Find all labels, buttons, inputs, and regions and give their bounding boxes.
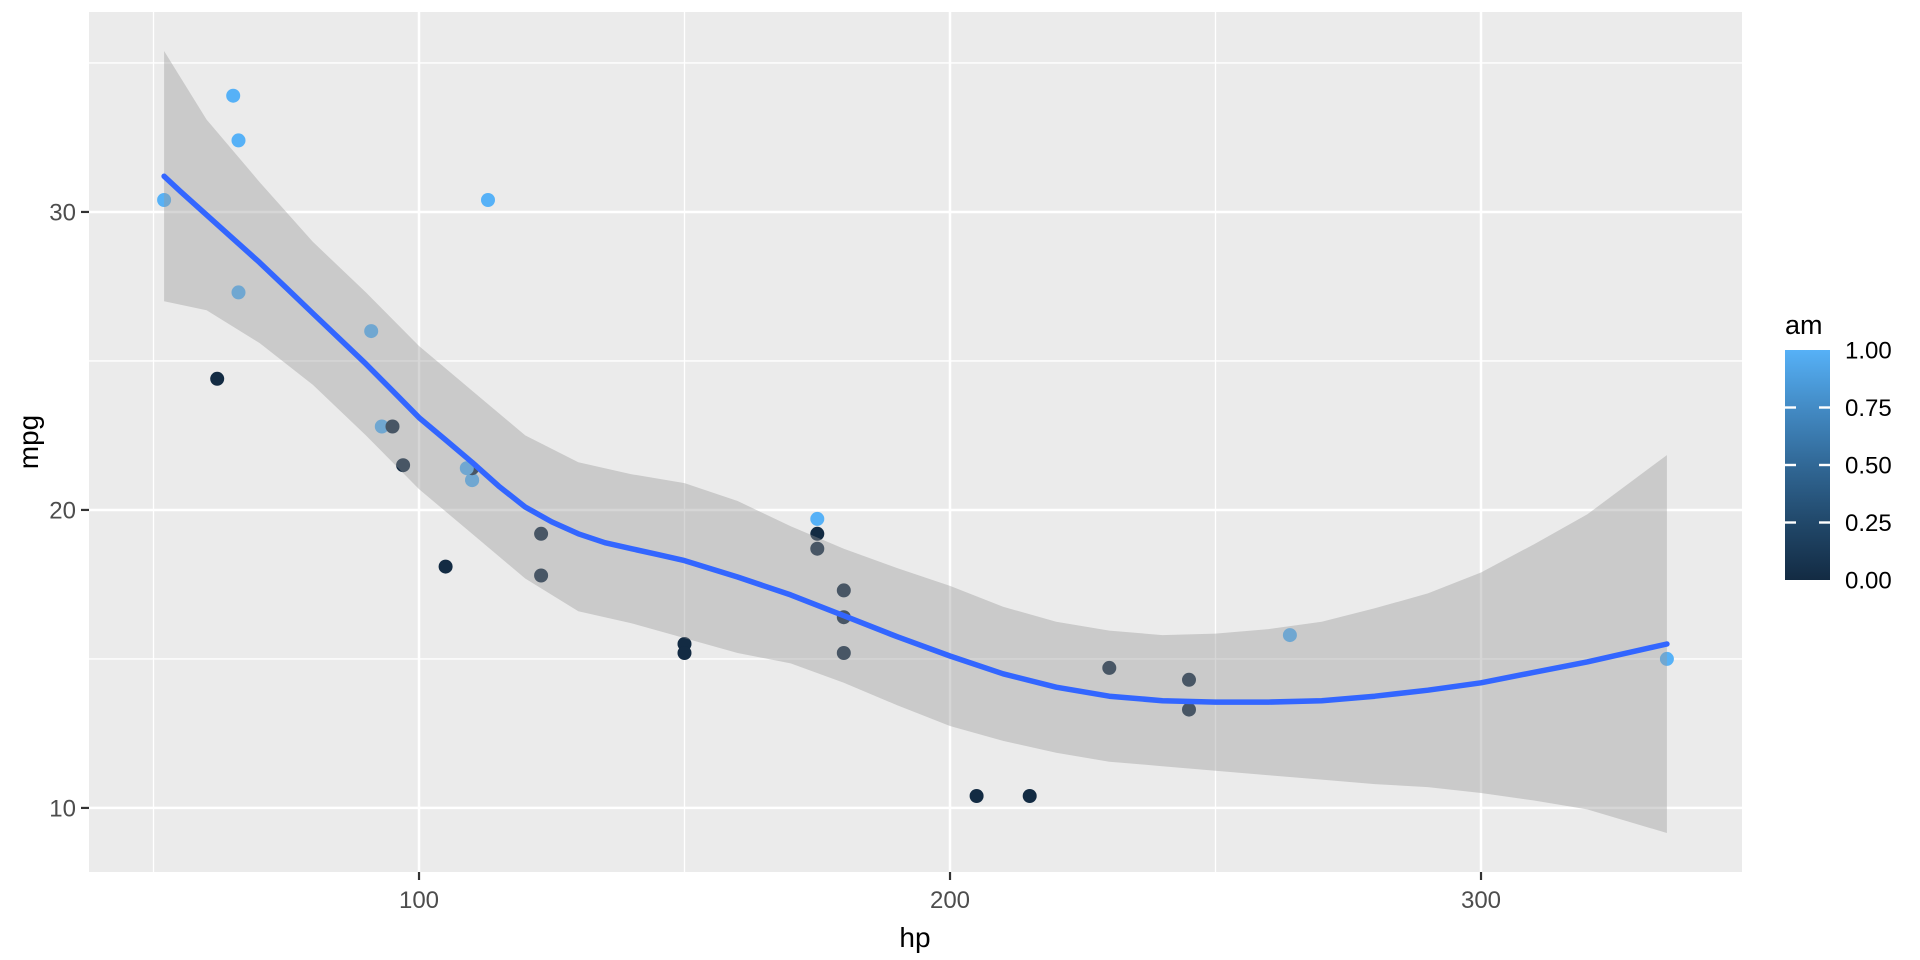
legend-label: 1.00	[1845, 338, 1892, 365]
data-point	[459, 461, 474, 476]
legend-label: 0.25	[1845, 510, 1892, 537]
panel-background	[89, 12, 1742, 872]
loess-smooth-line	[161, 173, 1670, 705]
data-point	[374, 419, 389, 434]
data-point	[231, 285, 246, 300]
data-point	[836, 646, 851, 660]
data-point	[465, 473, 480, 488]
legend-title: am	[1785, 310, 1823, 340]
legend-label: 0.50	[1845, 453, 1892, 480]
data-point	[1182, 702, 1196, 717]
data-point	[1022, 789, 1037, 803]
data-point	[385, 419, 400, 434]
data-point	[1659, 651, 1674, 666]
data-point	[836, 583, 851, 598]
y-axis-title: mpg	[13, 415, 44, 469]
data-point	[231, 133, 246, 148]
legend-value-labels: 1.00 0.75 0.50 0.25 0.00	[1845, 338, 1892, 595]
axis-tick-labels: 100 200 300 10 20 30	[49, 199, 1501, 914]
confidence-ribbon	[164, 51, 1667, 833]
data-point	[1182, 672, 1196, 687]
data-point	[396, 458, 411, 473]
y-tick-label: 10	[49, 795, 76, 822]
data-point	[157, 193, 172, 207]
x-tick-label: 300	[1461, 887, 1501, 914]
y-tick-label: 20	[49, 497, 76, 524]
y-tick-label: 30	[49, 199, 76, 226]
data-point	[226, 88, 241, 103]
legend-label: 0.75	[1845, 395, 1892, 422]
x-tick-label: 100	[399, 887, 439, 914]
data-point	[810, 541, 825, 556]
legend-label: 0.00	[1845, 568, 1892, 595]
x-axis-title: hp	[899, 922, 930, 953]
data-point	[1282, 628, 1297, 643]
data-point	[1102, 660, 1117, 675]
legend: am 1.00 0.75 0.50 0.25 0.00	[1785, 310, 1892, 595]
data-points-layer	[157, 88, 1674, 803]
data-point	[810, 511, 825, 526]
legend-tick-marks	[1785, 406, 1830, 524]
data-point	[969, 789, 984, 803]
data-point	[677, 646, 692, 660]
data-point	[364, 324, 379, 339]
x-tick-label: 200	[930, 887, 970, 914]
data-point	[438, 559, 453, 574]
data-point	[534, 526, 549, 541]
data-point	[810, 526, 825, 541]
data-point	[534, 568, 549, 583]
data-point	[210, 371, 225, 386]
major-gridlines	[89, 12, 1742, 872]
axis-tick-marks	[81, 210, 1483, 880]
data-point	[481, 193, 495, 207]
